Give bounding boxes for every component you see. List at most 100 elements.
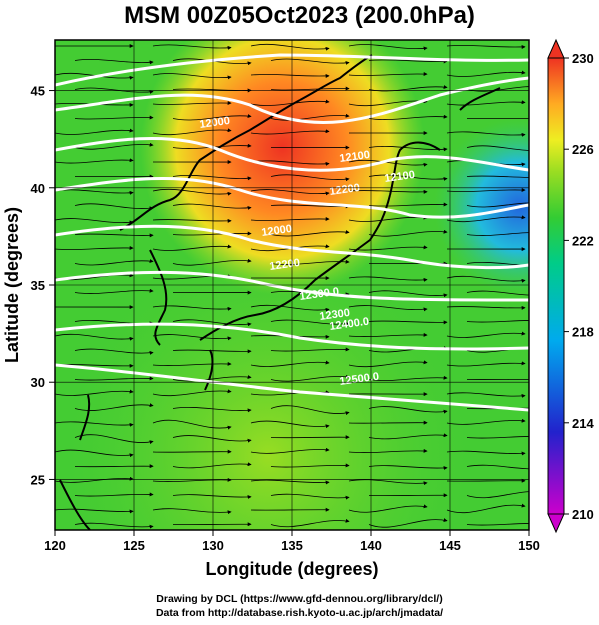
streamline	[250, 99, 330, 106]
streamline	[270, 86, 350, 91]
streamline	[368, 320, 448, 325]
streamline	[466, 347, 529, 353]
streamline	[466, 290, 529, 296]
streamline	[55, 389, 134, 396]
streamline	[270, 174, 350, 182]
y-tick-label: 30	[31, 375, 45, 390]
height-contours	[55, 53, 529, 412]
streamline	[446, 44, 526, 49]
colorbar-min-triangle	[547, 513, 565, 534]
streamline	[446, 275, 526, 283]
streamline	[74, 522, 154, 529]
x-axis-label: Longitude (degrees)	[205, 559, 378, 579]
streamline	[74, 203, 154, 211]
x-tick-label: 140	[360, 538, 382, 553]
streamline	[55, 508, 134, 514]
colorbar-tick-label: 226	[572, 142, 594, 157]
streamline	[466, 232, 529, 236]
streamline	[270, 463, 350, 468]
streamline	[55, 128, 134, 135]
y-tick-label: 35	[31, 278, 45, 293]
streamline	[172, 174, 252, 181]
streamline	[74, 233, 154, 238]
streamline	[466, 435, 529, 439]
streamline	[368, 375, 448, 381]
streamline	[446, 418, 526, 425]
contour-label: 12500.0	[339, 371, 380, 388]
streamline	[446, 100, 526, 106]
contour-label: 12000	[261, 223, 293, 239]
streamline	[250, 129, 330, 135]
x-tick-label: 130	[202, 538, 224, 553]
streamline	[172, 231, 252, 236]
streamline	[250, 420, 330, 429]
streamline	[250, 73, 330, 78]
streamline	[466, 464, 529, 470]
streamline	[348, 479, 428, 486]
colorbar-ticks: 210 214 218 222 226 230	[564, 51, 594, 522]
streamline	[270, 493, 350, 500]
contour-label: 12200	[329, 182, 361, 198]
streamline	[74, 142, 154, 150]
streamline	[466, 145, 529, 151]
y-tick-label: 40	[31, 181, 45, 196]
chart-title: MSM 00Z05Oct2023 (200.0hPa)	[124, 2, 475, 29]
streamline	[446, 331, 526, 338]
contour-label: 12400.0	[329, 316, 370, 333]
x-tick-label: 150	[518, 538, 540, 553]
streamline	[152, 305, 232, 311]
x-tick-label: 120	[44, 538, 66, 553]
streamline	[466, 491, 529, 499]
streamline	[74, 403, 154, 411]
streamline	[152, 477, 232, 483]
streamline	[348, 44, 428, 51]
streamline	[368, 465, 448, 470]
streamline	[172, 494, 252, 499]
streamline	[172, 435, 252, 443]
streamline	[270, 405, 350, 416]
streamline	[152, 73, 232, 80]
y-tick-label: 45	[31, 84, 45, 99]
x-tick-label: 135	[281, 538, 303, 553]
streamline	[55, 218, 134, 225]
streamline	[348, 420, 428, 425]
streamline	[368, 229, 448, 237]
streamline	[368, 433, 448, 440]
colorbar-tick-label: 230	[572, 51, 594, 66]
streamline	[172, 406, 252, 413]
streamline	[55, 421, 134, 427]
streamline	[55, 333, 134, 341]
streamline	[368, 174, 448, 181]
streamline	[368, 406, 448, 414]
streamline	[74, 87, 154, 94]
contour-label: 12300.0	[299, 286, 340, 303]
streamline	[250, 304, 330, 312]
streamline	[368, 202, 448, 207]
streamline	[270, 113, 350, 121]
streamline	[152, 389, 232, 397]
streamline	[74, 259, 154, 266]
colorbar-tick-label: 210	[572, 507, 594, 522]
coastlines	[59, 54, 501, 530]
streamline	[348, 305, 428, 312]
streamline	[368, 518, 448, 528]
streamline	[55, 158, 134, 164]
streamline	[172, 462, 252, 469]
x-tick-label: 145	[439, 538, 461, 553]
streamline	[152, 44, 232, 50]
streamline	[74, 464, 154, 469]
colorbar-tick-label: 214	[572, 416, 594, 431]
streamline	[74, 288, 154, 294]
streamline	[446, 503, 526, 514]
streamline	[466, 522, 529, 526]
streamline	[348, 276, 428, 282]
contour-label: 12100	[339, 149, 371, 165]
streamline	[172, 319, 252, 327]
y-axis-ticks: 25 30 35 40 45	[31, 84, 55, 487]
contour-label: 12100	[384, 169, 416, 185]
streamline	[152, 449, 232, 454]
streamline	[348, 72, 428, 77]
credits-line-1: Drawing by DCL (https://www.gfd-dennou.o…	[156, 593, 443, 605]
streamline	[270, 374, 350, 382]
streamline	[250, 479, 330, 485]
